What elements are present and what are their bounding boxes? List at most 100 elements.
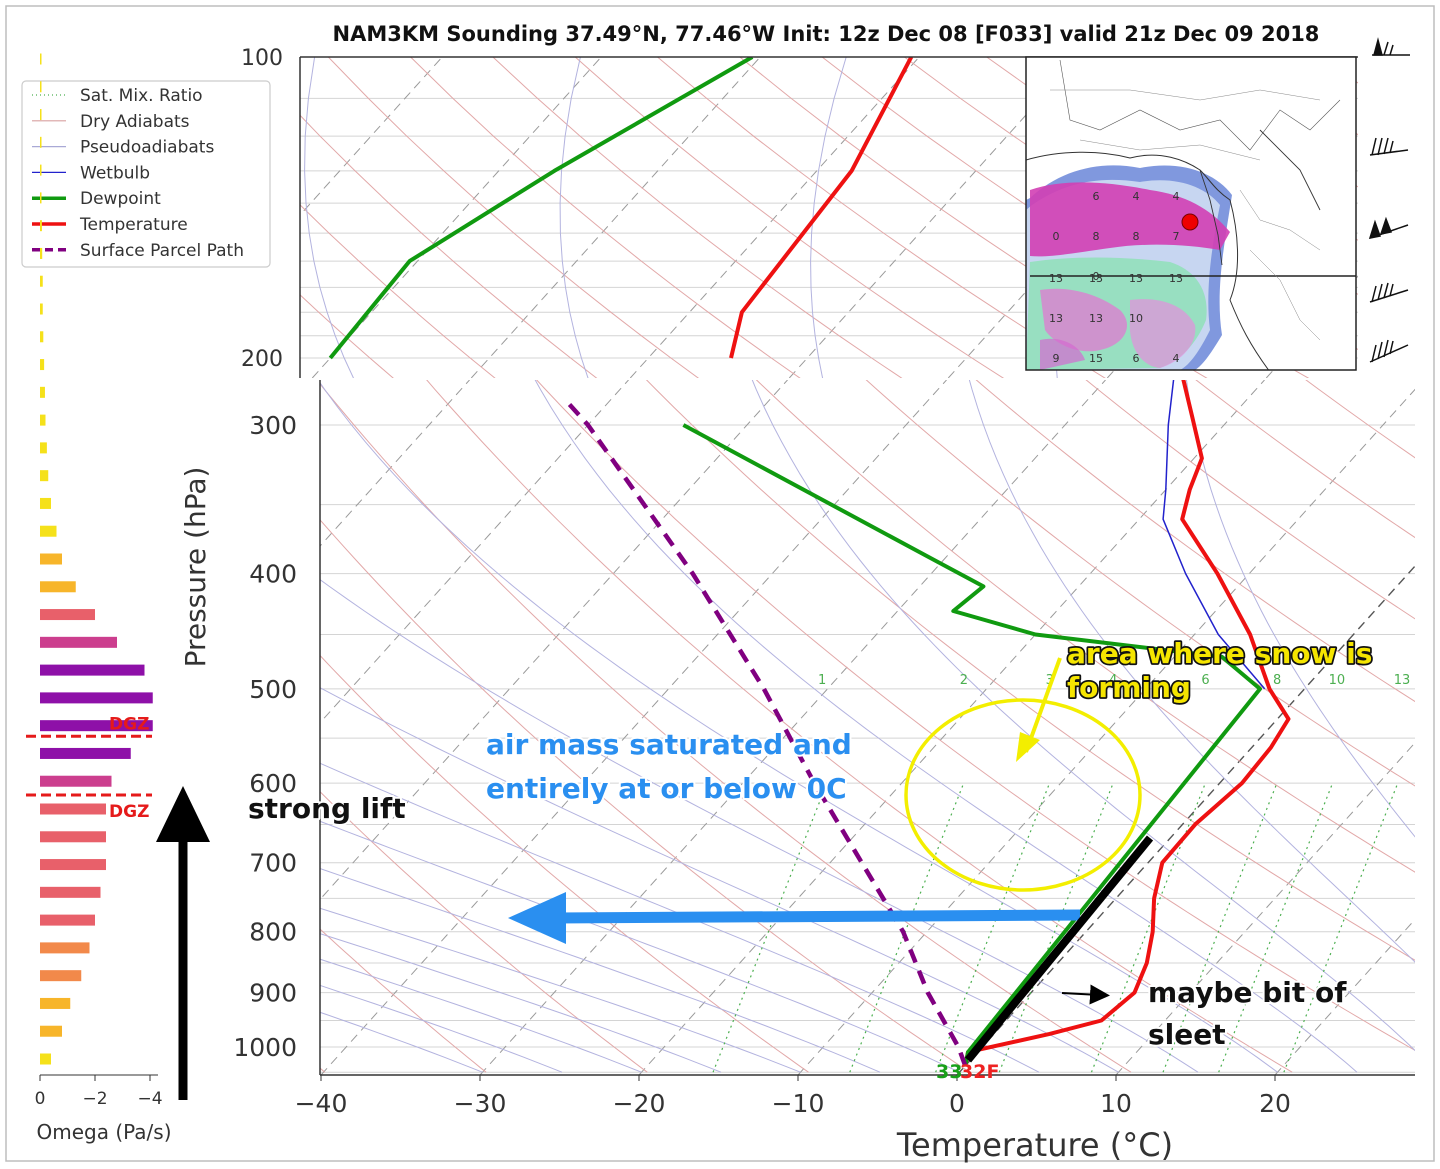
legend-label: Dry Adiabats [80, 112, 190, 132]
y-tick-label-upper: 200 [241, 347, 283, 372]
x-tick-label: −40 [295, 1089, 348, 1118]
sleet-text: maybe bit of sleet [1148, 976, 1347, 1051]
x-axis-label: Temperature (°C) [896, 1126, 1173, 1164]
dewpoint-line-upper [328, 57, 754, 360]
snow-area-ellipse [904, 698, 1142, 892]
inset-map-value: 0 [1053, 230, 1060, 243]
omega-bar [40, 192, 42, 204]
omega-bar [40, 497, 51, 509]
dewpoint-line [682, 423, 1262, 1067]
omega-tick-label: −2 [82, 1089, 107, 1109]
wind-barb-300 [1369, 339, 1409, 363]
omega-bar [40, 470, 49, 482]
y-tick-label: 800 [249, 918, 297, 947]
x-tick-label: 10 [1100, 1089, 1132, 1118]
omega-bar [40, 664, 145, 676]
omega-bar [40, 747, 131, 759]
omega-bar [40, 1053, 51, 1065]
omega-bar [40, 331, 44, 343]
x-tick-label: −30 [454, 1089, 507, 1118]
omega-bar [40, 1025, 62, 1037]
mixing-ratio-label: 4 [1109, 673, 1117, 688]
inset-map-value: 15 [1089, 352, 1103, 365]
mixing-ratio-label: 13 [1394, 673, 1411, 688]
omega-bar [40, 803, 106, 815]
saturated-text: air mass saturated and entirely at or bel… [486, 728, 852, 805]
inset-map-value: 13 [1129, 272, 1143, 285]
legend-label: Surface Parcel Path [80, 241, 244, 261]
sleet-layer-line [964, 835, 1154, 1063]
wind-barb-200 [1368, 216, 1409, 239]
omega-bar [40, 997, 71, 1009]
inset-map-value: 4 [1173, 190, 1180, 203]
inset-map-value: 6 [1133, 352, 1140, 365]
y-tick-label: 600 [249, 769, 297, 798]
mixing-ratio-label: 3 [1046, 673, 1054, 688]
inset-map-value: 13 [1049, 272, 1063, 285]
surface-parcel-path-line [562, 396, 968, 1067]
omega-bar [40, 136, 42, 148]
x-tick-label: −10 [772, 1089, 825, 1118]
inset-map-value: 13 [1049, 312, 1063, 325]
omega-bars [40, 53, 153, 1065]
inset-map-value: 0 [1093, 270, 1100, 283]
annotations: area where snow is forming air mass satur… [156, 635, 1374, 1100]
inset-map-value: 6 [1093, 190, 1100, 203]
y-tick-label: 700 [249, 849, 297, 878]
omega-bar [40, 386, 45, 398]
wetbulb-line [1162, 380, 1266, 690]
inset-map-value: 8 [1133, 230, 1140, 243]
omega-bar [40, 609, 95, 621]
inset-map-value: 13 [1089, 312, 1103, 325]
snow-area-arrow [1024, 657, 1062, 753]
omega-bar [40, 970, 82, 982]
omega-bar [40, 359, 45, 371]
x-tick-label: 0 [949, 1089, 965, 1118]
surface-temperature-readout: 32F [960, 1061, 999, 1083]
omega-bar [40, 581, 76, 593]
temperature-line [963, 380, 1291, 1067]
omega-bar [40, 636, 117, 648]
omega-bar [40, 914, 95, 926]
mixing-ratio-label: 8 [1273, 673, 1281, 688]
y-tick-label: 900 [249, 979, 297, 1008]
omega-bar [40, 109, 42, 121]
x-tick-label: 20 [1259, 1089, 1291, 1118]
omega-bar [40, 303, 43, 315]
x-ticks: −40 −30 −20 −10 0 10 20 [295, 1075, 1291, 1118]
wind-barbs [1368, 37, 1410, 363]
snow-area-arrowhead [1016, 732, 1040, 762]
mixing-ratio-label: 2 [960, 673, 968, 688]
lower-y-ticks: 300 400 500 600 700 800 900 1000 [233, 411, 297, 1062]
y-tick-label: 300 [249, 411, 297, 440]
omega-bar [40, 553, 62, 565]
legend-label: Sat. Mix. Ratio [80, 86, 203, 106]
upper-series [328, 57, 914, 360]
sleet-arrow [1061, 984, 1110, 1005]
omega-bar [40, 886, 101, 898]
omega-bar [40, 775, 112, 787]
inset-map-value: 9 [1053, 352, 1060, 365]
omega-bar [40, 220, 42, 232]
omega-bar [40, 859, 106, 871]
dgz-label: DGZ [109, 714, 149, 734]
legend-label: Wetbulb [80, 163, 150, 183]
mixing-ratio-labels: 1 2 3 4 6 8 10 13 [818, 673, 1410, 688]
legend-label: Pseudoadiabats [80, 138, 214, 158]
upper-y-ticks: 100 200 [241, 46, 283, 372]
surface-dewpoint-readout: 33 [936, 1061, 962, 1083]
mixing-ratio-label: 6 [1201, 673, 1209, 688]
legend-box [21, 80, 271, 268]
wind-barb-250 [1369, 282, 1409, 303]
omega-bar [40, 247, 43, 259]
lower-series [562, 380, 1291, 1067]
omega-bar [40, 81, 42, 93]
inset-map-value: 10 [1129, 312, 1143, 325]
temperature-line-upper [729, 57, 914, 359]
omega-bar [40, 442, 47, 454]
omega-bar [40, 942, 90, 954]
wind-barb-100 [1372, 37, 1410, 56]
dgz-lines: DGZ DGZ [26, 714, 152, 822]
blue-arrow-head [508, 892, 566, 944]
